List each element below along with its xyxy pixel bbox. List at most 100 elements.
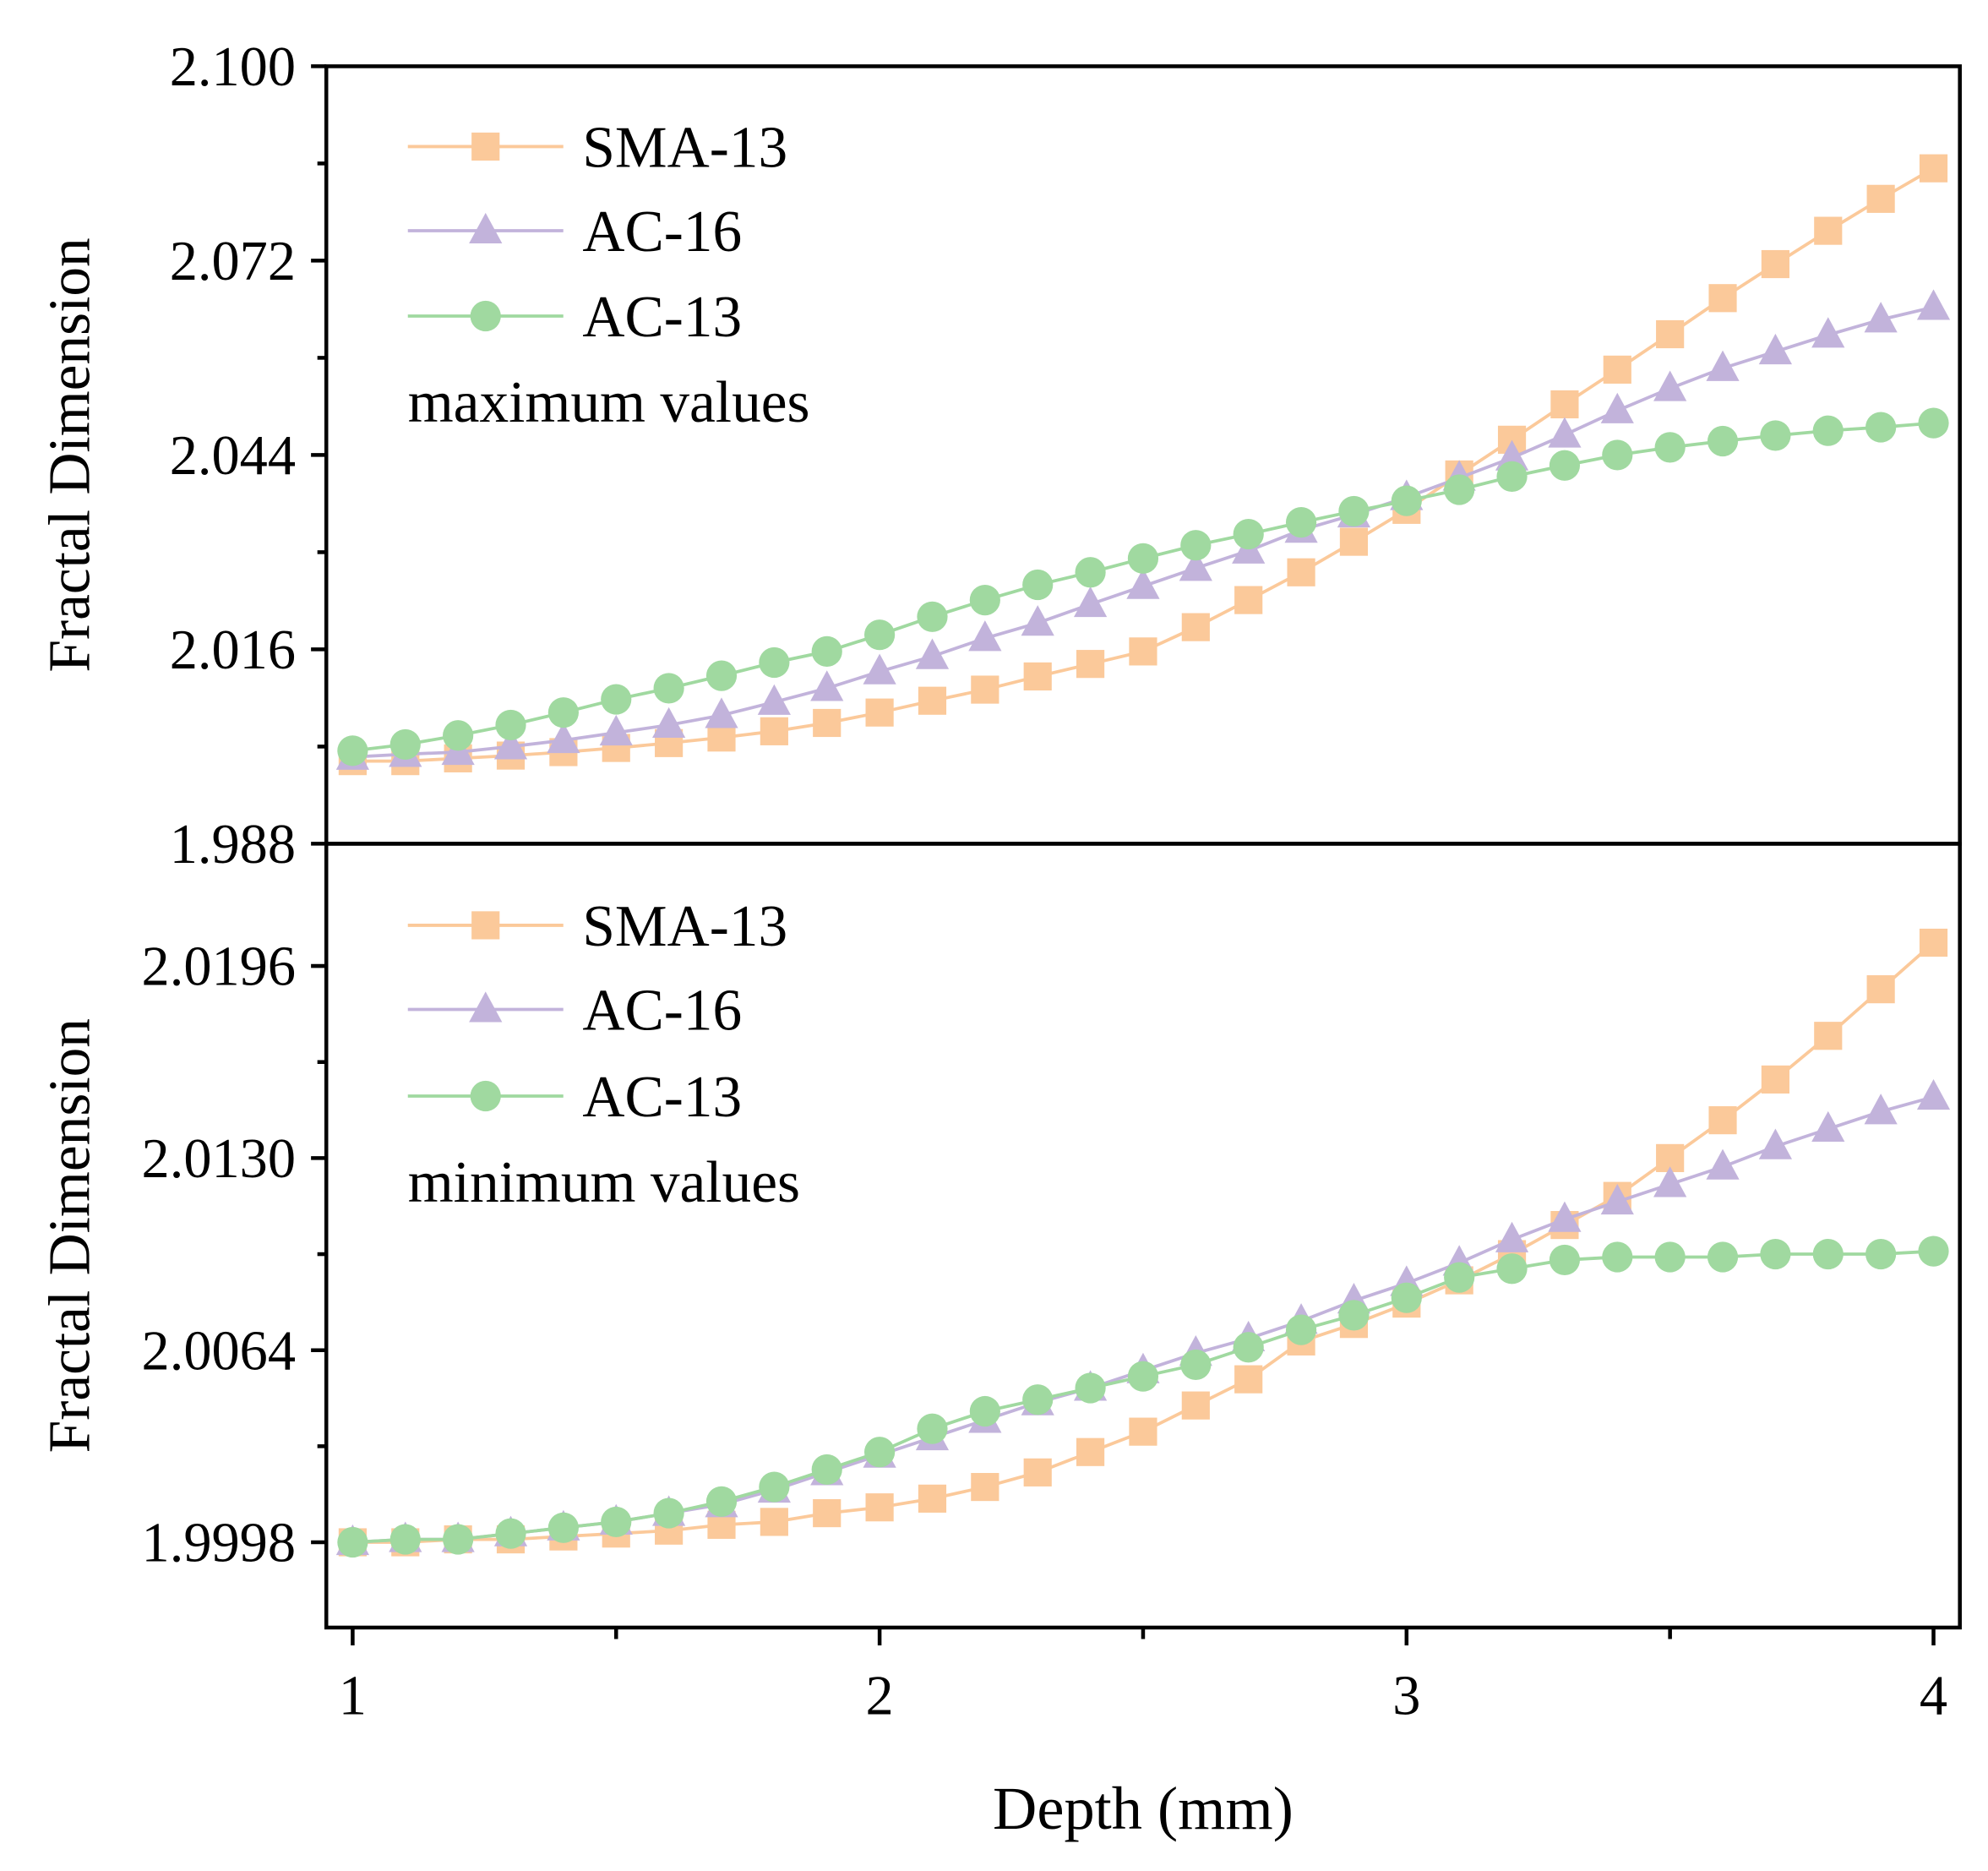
data-point-AC-16 xyxy=(1653,1166,1687,1197)
panel-bottom: 2.0196 2.0130 2.0064 1.9998 Fractal Dimensio… xyxy=(38,842,1962,1630)
plot-frame xyxy=(324,842,1962,1630)
data-point-AC-13 xyxy=(1654,1241,1686,1273)
data-point-AC-13 xyxy=(1812,415,1844,446)
data-point-AC-13 xyxy=(1496,461,1528,492)
data-point-AC-16 xyxy=(1864,302,1898,333)
data-point-AC-13 xyxy=(1233,1332,1264,1363)
data-point-AC-13 xyxy=(1285,506,1317,538)
data-point-AC-16 xyxy=(705,697,738,728)
data-point-SMA-13 xyxy=(1761,249,1789,279)
y-tick-label: 2.016 xyxy=(170,619,296,681)
x-tick-label: 4 xyxy=(1920,1665,1947,1726)
data-point-AC-16 xyxy=(1495,439,1529,471)
data-point-SMA-13 xyxy=(971,675,999,704)
data-point-SMA-13 xyxy=(1919,154,1948,183)
data-point-AC-13 xyxy=(811,1454,842,1486)
data-point-AC-13 xyxy=(495,709,526,741)
data-point-SMA-13 xyxy=(1181,613,1210,641)
data-point-SMA-13 xyxy=(1814,216,1843,245)
data-point-AC-16 xyxy=(1706,1148,1740,1180)
x-tick-label: 1 xyxy=(339,1665,367,1726)
data-point-AC-13 xyxy=(917,1413,948,1444)
data-point-AC-13 xyxy=(601,684,632,715)
data-point-AC-13 xyxy=(1549,1244,1581,1276)
legend-label: AC-13 xyxy=(582,1065,742,1130)
y-tick-label: 2.0064 xyxy=(142,1320,296,1382)
y-tick-label: 2.0196 xyxy=(142,936,296,998)
data-point-AC-13 xyxy=(1391,1282,1422,1313)
data-point-AC-16 xyxy=(1864,1094,1898,1125)
data-point-SMA-13 xyxy=(813,708,841,738)
data-point-AC-13 xyxy=(1918,1236,1949,1267)
data-point-AC-13 xyxy=(1865,412,1897,443)
data-point-SMA-13 xyxy=(813,1498,841,1528)
data-point-AC-13 xyxy=(653,1497,684,1529)
data-point-AC-13 xyxy=(864,1437,896,1468)
data-point-AC-13 xyxy=(1707,425,1739,457)
data-point-AC-16 xyxy=(1495,1221,1529,1252)
data-point-AC-13 xyxy=(1233,518,1264,550)
legend-label: AC-16 xyxy=(582,979,742,1044)
data-point-AC-13 xyxy=(1180,530,1212,561)
y-axis-label: Fractal Dimension xyxy=(38,237,103,672)
data-point-AC-13 xyxy=(759,1471,790,1503)
data-point-AC-13 xyxy=(1760,420,1791,451)
data-point-AC-16 xyxy=(1916,1078,1951,1110)
data-point-AC-16 xyxy=(1653,370,1687,401)
data-point-AC-13 xyxy=(1338,495,1370,527)
data-point-SMA-13 xyxy=(1129,637,1157,666)
data-point-AC-13 xyxy=(495,1518,526,1549)
data-point-SMA-13 xyxy=(918,686,947,715)
data-point-AC-13 xyxy=(811,635,842,667)
data-point-AC-13 xyxy=(759,646,790,679)
data-point-AC-13 xyxy=(1022,1384,1054,1416)
data-point-SMA-13 xyxy=(1814,1022,1843,1050)
data-point-SMA-13 xyxy=(1023,1458,1052,1486)
data-point-AC-16 xyxy=(493,728,528,760)
data-point-AC-13 xyxy=(337,735,368,766)
data-point-AC-13 xyxy=(1075,1372,1106,1404)
data-point-SMA-13 xyxy=(1234,586,1263,614)
data-point-SMA-13 xyxy=(1919,928,1948,957)
legend-label: AC-16 xyxy=(582,199,742,265)
data-point-AC-16 xyxy=(968,620,1002,652)
y-tick-label: 1.988 xyxy=(170,814,296,875)
legend-marker-AC-16 xyxy=(469,991,503,1023)
data-point-SMA-13 xyxy=(707,723,736,752)
data-point-AC-13 xyxy=(1812,1238,1844,1270)
data-point-AC-16 xyxy=(1073,586,1108,618)
data-point-SMA-13 xyxy=(865,698,894,727)
data-point-AC-16 xyxy=(757,684,791,715)
data-point-AC-13 xyxy=(443,1524,474,1555)
data-point-AC-13 xyxy=(1180,1349,1212,1381)
data-point-AC-13 xyxy=(1127,1361,1159,1392)
data-point-AC-13 xyxy=(1444,474,1475,505)
data-point-AC-13 xyxy=(1918,407,1949,439)
data-point-AC-16 xyxy=(1706,350,1740,381)
data-point-AC-13 xyxy=(969,1395,1000,1427)
data-point-AC-13 xyxy=(1602,1241,1633,1273)
data-point-AC-16 xyxy=(863,653,896,685)
data-point-AC-16 xyxy=(810,670,844,701)
data-point-AC-13 xyxy=(547,1512,579,1543)
data-point-AC-16 xyxy=(1021,605,1054,636)
data-point-SMA-13 xyxy=(1287,558,1315,586)
data-point-AC-13 xyxy=(1496,1253,1528,1285)
panel-note: maximum values xyxy=(408,370,810,435)
legend-label: SMA-13 xyxy=(582,894,787,959)
data-point-AC-16 xyxy=(1548,1201,1582,1232)
data-point-AC-13 xyxy=(389,1524,421,1555)
data-point-AC-13 xyxy=(1444,1262,1475,1293)
data-point-AC-13 xyxy=(1127,543,1159,574)
panel-top: 2.100 2.072 2.044 2.016 1.988 Fractal Dimensi… xyxy=(38,36,1962,875)
legend-marker-SMA-13 xyxy=(471,911,500,940)
plot-frame xyxy=(324,64,1962,846)
y-tick-label: 1.9998 xyxy=(142,1513,296,1574)
data-point-AC-16 xyxy=(547,722,580,754)
data-point-AC-13 xyxy=(1338,1300,1370,1331)
data-point-AC-13 xyxy=(1865,1238,1897,1270)
x-tick-label: 3 xyxy=(1392,1665,1420,1726)
data-point-SMA-13 xyxy=(1181,1391,1210,1420)
data-point-AC-13 xyxy=(864,619,896,651)
legend-label: SMA-13 xyxy=(582,116,787,181)
